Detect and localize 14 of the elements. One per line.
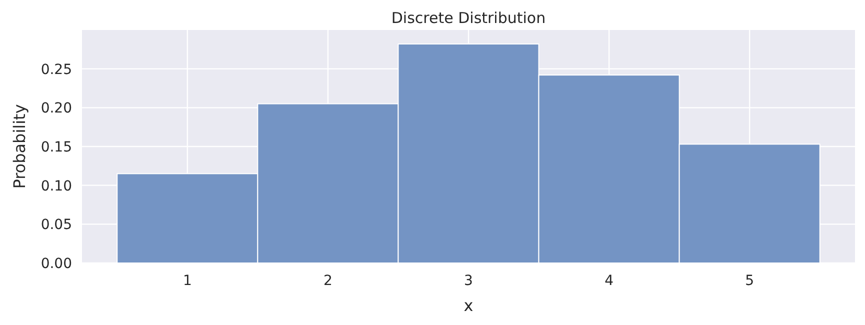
- x-axis-title: x: [464, 296, 474, 315]
- y-tick-label: 0.05: [40, 217, 72, 234]
- y-tick-label: 0.00: [40, 256, 72, 272]
- chart-title: Discrete Distribution: [391, 9, 546, 27]
- x-tick-label: 3: [464, 273, 473, 289]
- x-tick-label: 2: [323, 273, 332, 289]
- y-tick-label: 0.10: [40, 178, 72, 194]
- y-tick-label: 0.25: [40, 62, 72, 78]
- y-tick-label: 0.20: [40, 100, 72, 117]
- y-axis-title: Probability: [10, 104, 29, 189]
- y-tick-label: 0.15: [40, 140, 72, 156]
- x-tick-label: 4: [604, 273, 614, 289]
- x-tick-label: 5: [745, 273, 754, 289]
- x-tick-label: 1: [182, 273, 192, 289]
